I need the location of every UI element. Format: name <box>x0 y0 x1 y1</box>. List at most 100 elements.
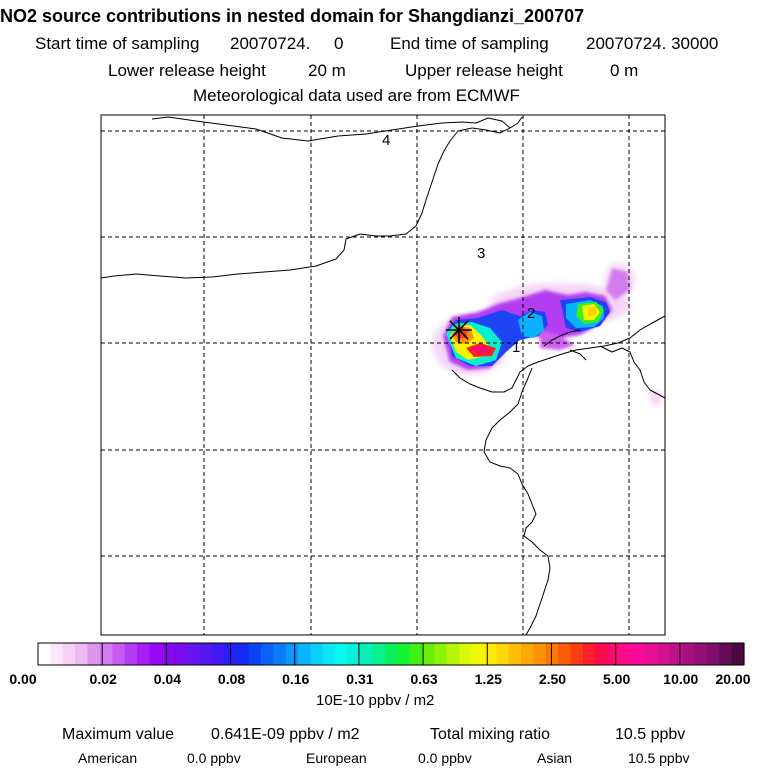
colorbar-segment <box>211 643 225 665</box>
colorbar-segment <box>483 643 497 665</box>
region-label-2: 2 <box>527 305 535 322</box>
start-time-value: 20070724. 0 <box>230 34 344 53</box>
colorbar-segment <box>421 643 435 665</box>
colorbar-segment <box>694 643 708 665</box>
lower-release-value: 20 m <box>308 61 346 80</box>
colorbar-segment <box>682 643 696 665</box>
max-value-label: Maximum value <box>62 726 175 743</box>
colorbar-segment <box>508 643 522 665</box>
colorbar-segment <box>236 643 250 665</box>
colorbar-segment <box>384 643 398 665</box>
colorbar-segment <box>335 643 349 665</box>
colorbar-segment <box>521 643 535 665</box>
colorbar-tick-label: 2.50 <box>538 671 567 687</box>
colorbar-segment <box>372 643 386 665</box>
colorbar-segment <box>161 643 175 665</box>
region-label-4: 4 <box>382 132 390 149</box>
colorbar-segment <box>248 643 262 665</box>
colorbar-segment <box>360 643 374 665</box>
american-label: American <box>78 750 138 766</box>
american-value: 0.0 ppbv <box>187 750 241 766</box>
colorbar-segment <box>496 643 510 665</box>
colorbar-tick-label: 0.16 <box>282 671 310 687</box>
total-mixing-value: 10.5 ppbv <box>615 726 686 743</box>
colorbar-frame <box>37 642 745 666</box>
colorbar-tick-label: 0.08 <box>217 671 246 687</box>
max-value: 0.641E-09 ppbv / m2 <box>211 726 360 743</box>
colorbar-tick-label: 0.31 <box>346 671 374 687</box>
upper-release-label: Upper release height <box>405 61 563 80</box>
star-icon <box>446 317 472 343</box>
colorbar-segment <box>582 643 596 665</box>
colorbar-segment <box>38 643 51 665</box>
colorbar-segment <box>459 643 473 665</box>
region-label-3: 3 <box>477 245 485 262</box>
colorbar-segment <box>533 643 547 665</box>
colorbar-segment <box>409 643 423 665</box>
colorbar-tick-label: 5.00 <box>603 671 631 687</box>
colorbar-segment <box>87 643 101 665</box>
colorbar-tick-label: 0.02 <box>89 671 117 687</box>
colorbar-segment <box>124 643 138 665</box>
colorbar-segment <box>199 643 213 665</box>
colorbar-segment <box>620 643 634 665</box>
colorbar-segment <box>558 643 572 665</box>
colorbar-segment <box>607 643 621 665</box>
colorbar-segment <box>174 643 188 665</box>
colorbar-segment <box>186 643 200 665</box>
colorbar-segment <box>99 643 113 665</box>
region-label-1: 1 <box>512 339 520 356</box>
colorbar-segment <box>471 643 485 665</box>
concentration-plume <box>432 262 662 406</box>
colorbar-segment <box>273 643 287 665</box>
colorbar-segment <box>595 643 609 665</box>
colorbar-segment <box>75 643 89 665</box>
european-label: European <box>306 750 367 766</box>
colorbar <box>37 642 745 666</box>
colorbar-tick-label: 1.25 <box>474 671 502 687</box>
colorbar-segment <box>669 643 683 665</box>
colorbar-segment <box>706 643 720 665</box>
end-time-label: End time of sampling <box>390 34 549 53</box>
end-time-value: 20070724. 30000 <box>586 34 719 53</box>
colorbar-segment <box>322 643 336 665</box>
colorbar-segment <box>644 643 658 665</box>
asian-value: 10.5 ppbv <box>628 750 690 766</box>
map-frame <box>100 114 666 636</box>
colorbar-segment <box>446 643 460 665</box>
total-mixing-label: Total mixing ratio <box>430 726 551 743</box>
colorbar-segment <box>137 643 151 665</box>
colorbar-segment <box>657 643 671 665</box>
european-value: 0.0 ppbv <box>418 750 472 766</box>
colorbar-segment <box>632 643 646 665</box>
colorbar-segment <box>298 643 312 665</box>
colorbar-segment <box>719 643 733 665</box>
colorbar-units: 10E-10 ppbv / m2 <box>316 692 435 709</box>
colorbar-segment <box>260 643 274 665</box>
colorbar-segment <box>50 643 64 665</box>
colorbar-segment <box>347 643 361 665</box>
colorbar-segment <box>570 643 584 665</box>
upper-release-value: 0 m <box>610 61 639 80</box>
plot-title: NO2 source contributions in nested domai… <box>0 6 585 26</box>
met-data-note: Meteorological data used are from ECMWF <box>193 86 520 105</box>
colorbar-tick-label: 0.04 <box>153 671 181 687</box>
colorbar-segment <box>112 643 126 665</box>
coastlines <box>101 116 665 635</box>
lower-release-label: Lower release height <box>108 61 266 80</box>
colorbar-segment <box>62 643 76 665</box>
colorbar-segment <box>434 643 448 665</box>
colorbar-segment <box>731 643 745 665</box>
colorbar-segment <box>545 643 559 665</box>
colorbar-tick-label: 0.63 <box>410 671 438 687</box>
grid-lines <box>101 115 665 635</box>
colorbar-segment <box>310 643 324 665</box>
start-time-label: Start time of sampling <box>35 34 200 53</box>
colorbar-segment <box>285 643 299 665</box>
asian-label: Asian <box>537 750 573 766</box>
colorbar-segment <box>149 643 163 665</box>
colorbar-tick-label: 0.00 <box>9 671 37 687</box>
colorbar-segment <box>397 643 411 665</box>
colorbar-tick-label: 20.00 <box>715 671 751 687</box>
